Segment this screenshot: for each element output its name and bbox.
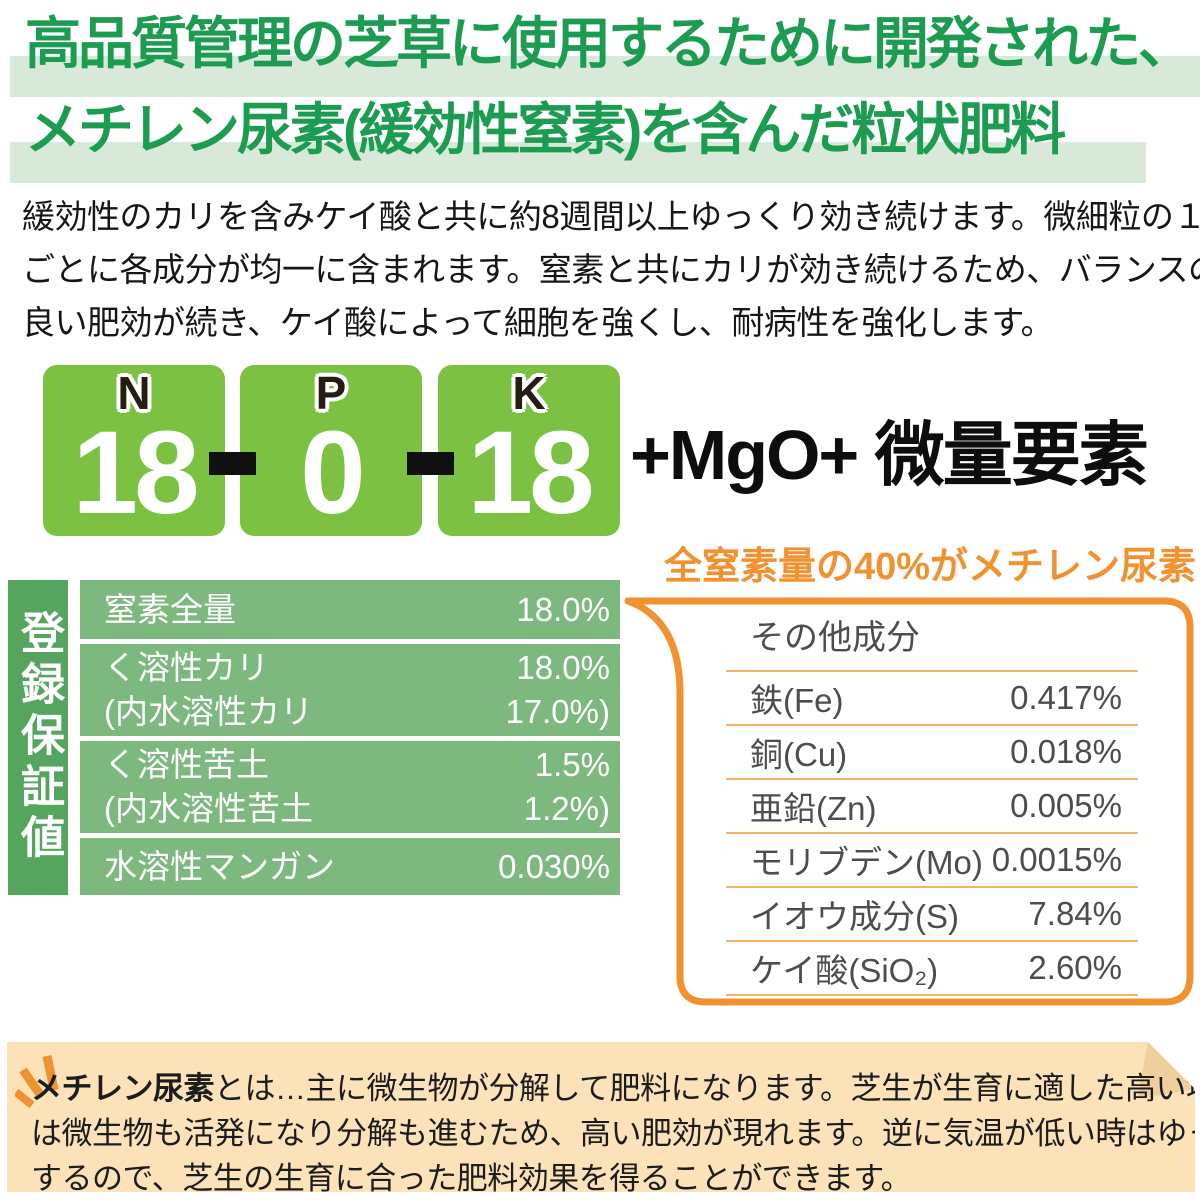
guaranteed-values-table: 登録保証値 窒素全量 18.0% く溶性カリ 18.0% (内水溶性カリ 17.… — [8, 580, 620, 895]
intro-paragraph: 緩効性のカリを含みケイ酸と共に約8週間以上ゆっくり効き続けます。微細粒の１粒 ご… — [22, 190, 1200, 349]
row-value: 7.84% — [1028, 895, 1122, 932]
intro-line: 良い肥効が続き、ケイ酸によって細胞を強くし、耐病性を強化します。 — [22, 304, 1054, 341]
row-label: 鉄(Fe) — [750, 682, 844, 719]
row-label: く溶性苦土 — [104, 746, 269, 783]
table-row: ケイ酸(SiO₂) 2.60% — [726, 942, 1138, 996]
row-label: く溶性カリ — [104, 649, 269, 686]
npk-value-p: 0 — [300, 407, 366, 539]
row-value: 2.60% — [1028, 949, 1122, 986]
npk-suffix-mgo-trace: +MgO+ 微量要素 — [630, 416, 1149, 494]
npk-value-n: 18 — [72, 407, 199, 539]
table-row: 水溶性マンガン 0.030% — [80, 838, 620, 895]
row-label: (内水溶性苦土 — [104, 790, 313, 827]
npk-dash-separator — [209, 452, 256, 475]
table-row: イオウ成分(S) 7.84% — [726, 888, 1138, 942]
npk-dash-separator — [407, 452, 454, 475]
other-components-title: その他成分 — [726, 598, 1138, 672]
row-value: 0.005% — [1010, 787, 1122, 824]
row-value: 0.018% — [1010, 733, 1122, 770]
note-line: メチレン尿素とは…主に微生物が分解して肥料になります。芝生が生育に適した高い地温… — [31, 1066, 1200, 1111]
row-label: 亜鉛(Zn) — [750, 790, 877, 827]
table-row: 亜鉛(Zn) 0.005% — [726, 780, 1138, 834]
table-row: く溶性カリ 18.0% (内水溶性カリ 17.0%) — [80, 644, 620, 736]
npk-letter-n: N — [117, 367, 151, 419]
headline-line2: メチレン尿素(緩効性窒素)を含んだ粒状肥料 — [25, 98, 1066, 161]
table-row: モリブデン(Mo) 0.0015% — [726, 834, 1138, 888]
table-row: 鉄(Fe) 0.417% — [726, 672, 1138, 726]
headline-highlight-band-2 — [10, 142, 1146, 183]
row-value: 0.0015% — [991, 841, 1122, 878]
folded-corner-icon — [1137, 1042, 1195, 1099]
methylene-urea-note: メチレン尿素とは…主に微生物が分解して肥料になります。芝生が生育に適した高い地温… — [7, 1042, 1195, 1192]
note-line1-rest: とは…主に微生物が分解して肥料になります。芝生が生育に適した高い地温の時 — [214, 1071, 1200, 1106]
headline-highlight-band-1 — [10, 56, 1200, 97]
table-rows: 窒素全量 18.0% く溶性カリ 18.0% (内水溶性カリ 17.0%) く溶… — [80, 580, 620, 895]
sparkle-icon — [15, 1055, 59, 1108]
intro-line: ごとに各成分が均一に含まれます。窒素と共にカリが効き続けるため、バランスの — [22, 251, 1200, 288]
speech-bubble-outline — [624, 597, 1194, 1006]
npk-box-nitrogen: N 18 — [43, 365, 225, 536]
row-label: 窒素全量 — [104, 590, 236, 628]
note-line: は微生物も活発になり分解も進むため、高い肥効が現れます。逆に気温が低い時はゆっく… — [31, 1116, 1195, 1151]
row-label: 水溶性マンガン — [104, 847, 335, 885]
row-value: 18.0% — [516, 649, 610, 686]
npk-box-potassium: K 18 — [438, 365, 620, 536]
table-side-label: 登録保証値 — [8, 580, 68, 895]
intro-line: 緩効性のカリを含みケイ酸と共に約8週間以上ゆっくり効き続けます。微細粒の１粒 — [22, 198, 1200, 235]
row-value: 17.0%) — [505, 693, 610, 730]
row-label: (内水溶性カリ — [104, 693, 313, 730]
npk-box-phosphorus: P 0 — [240, 365, 422, 536]
table-row: く溶性苦土 1.5% (内水溶性苦土 1.2%) — [80, 741, 620, 833]
other-components-table: その他成分 鉄(Fe) 0.417% 銅(Cu) 0.018% 亜鉛(Zn) 0… — [726, 598, 1138, 996]
row-label: ケイ酸(SiO₂) — [750, 952, 939, 989]
row-value: 18.0% — [516, 590, 610, 628]
methylene-urea-callout-heading: 全窒素量の40%がメチレン尿素 — [664, 546, 1197, 588]
row-label: モリブデン(Mo) — [750, 844, 983, 881]
row-value: 0.417% — [1010, 679, 1122, 716]
note-line: するので、芝生の生育に合った肥料効果を得ることができます。 — [31, 1161, 912, 1196]
headline-line1: 高品質管理の芝草に使用するために開発された、 — [25, 12, 1194, 75]
row-value: 0.030% — [498, 847, 610, 885]
note-bold-lead: メチレン尿素 — [31, 1071, 215, 1106]
table-row: 銅(Cu) 0.018% — [726, 726, 1138, 780]
row-value: 1.2%) — [523, 790, 610, 827]
row-label: 銅(Cu) — [750, 736, 848, 773]
npk-letter-k: K — [512, 367, 546, 419]
npk-letter-p: P — [315, 367, 347, 419]
table-row: 窒素全量 18.0% — [80, 580, 620, 639]
npk-value-k: 18 — [467, 407, 594, 539]
note-text: メチレン尿素とは…主に微生物が分解して肥料になります。芝生が生育に適した高い地温… — [31, 1066, 1200, 1196]
row-value: 1.5% — [534, 746, 610, 783]
row-label: イオウ成分(S) — [750, 898, 959, 935]
